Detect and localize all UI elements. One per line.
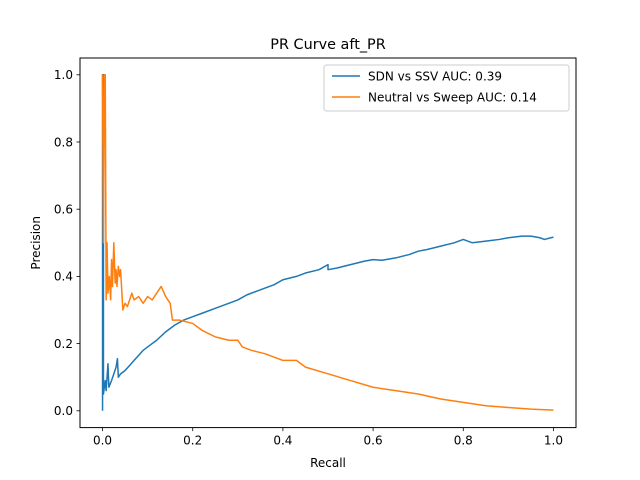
y-axis: 0.0 0.2 0.4 0.6 0.8 1.0 — [54, 68, 80, 418]
legend-label-0: SDN vs SSV AUC: 0.39 — [368, 69, 502, 83]
x-axis-label: Recall — [310, 456, 346, 470]
y-tick-label: 0.6 — [54, 203, 73, 217]
x-tick-label: 0.4 — [273, 434, 292, 448]
x-axis: 0.0 0.2 0.4 0.6 0.8 1.0 — [93, 427, 563, 448]
axes-frame — [79, 57, 577, 429]
series-line-1 — [101, 74, 554, 411]
series-line-0 — [101, 74, 554, 411]
x-tick-label: 0.2 — [183, 434, 202, 448]
y-tick-label: 0.0 — [54, 404, 73, 418]
legend: SDN vs SSV AUC: 0.39 Neutral vs Sweep AUC… — [323, 64, 570, 112]
y-tick-label: 0.2 — [54, 337, 73, 351]
legend-label-1: Neutral vs Sweep AUC: 0.14 — [368, 90, 537, 104]
y-axis-label: Precision — [29, 216, 43, 270]
x-tick-label: 1.0 — [544, 434, 563, 448]
x-tick-label: 0.0 — [93, 434, 112, 448]
legend-box — [323, 64, 570, 112]
y-tick-label: 1.0 — [54, 68, 73, 82]
chart-title: PR Curve aft_PR — [270, 37, 385, 53]
x-tick-label: 0.6 — [364, 434, 383, 448]
y-tick-label: 0.8 — [54, 135, 73, 149]
y-tick-label: 0.4 — [54, 270, 73, 284]
x-tick-label: 0.8 — [454, 434, 473, 448]
series-layer — [101, 74, 554, 411]
